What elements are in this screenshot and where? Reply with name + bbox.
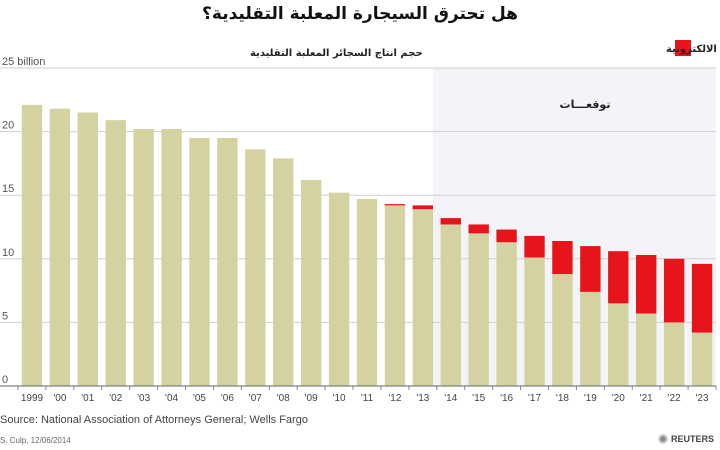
legend-swatch-ecig bbox=[675, 40, 691, 56]
x-tick-label: '19 bbox=[584, 393, 597, 404]
x-tick-label: '01 bbox=[81, 393, 94, 404]
brand-label: REUTERS bbox=[670, 434, 714, 444]
bar-traditional bbox=[245, 149, 266, 386]
bar-traditional bbox=[608, 303, 629, 386]
bar-traditional bbox=[133, 129, 154, 386]
source-note: Source: National Association of Attorney… bbox=[0, 414, 308, 426]
x-tick-label: '17 bbox=[528, 393, 541, 404]
x-tick-label: '09 bbox=[305, 393, 318, 404]
bar-ecig bbox=[468, 224, 489, 234]
x-tick-label: '18 bbox=[556, 393, 569, 404]
bar-traditional bbox=[161, 129, 182, 386]
reuters-dot-icon bbox=[657, 434, 668, 444]
bar-traditional bbox=[580, 291, 601, 386]
bar-traditional bbox=[217, 137, 238, 386]
x-tick-label: '10 bbox=[333, 393, 346, 404]
x-tick-label: '04 bbox=[165, 393, 178, 404]
x-tick-label: '15 bbox=[472, 393, 485, 404]
bar-traditional bbox=[105, 120, 126, 386]
bar-traditional bbox=[273, 158, 294, 386]
bar-ecig bbox=[440, 218, 461, 225]
bar-ecig bbox=[412, 205, 434, 210]
bar-traditional bbox=[77, 112, 98, 387]
bar-ecig bbox=[691, 263, 713, 333]
chart-title: هل تحترق السيجارة المعلبة التقليدية؟ bbox=[202, 4, 518, 24]
bar-traditional bbox=[49, 108, 71, 386]
bar-ecig bbox=[580, 246, 601, 292]
bar-ecig bbox=[636, 254, 657, 314]
bar-traditional bbox=[440, 224, 461, 386]
bar-traditional bbox=[384, 205, 406, 386]
bar-traditional bbox=[412, 209, 434, 386]
y-tick-label: 5 bbox=[2, 310, 8, 322]
x-tick-label: '00 bbox=[53, 393, 66, 404]
credit-note: S. Culp, 12/06/2014 bbox=[0, 436, 71, 445]
y-tick-label: 25 billion bbox=[2, 56, 45, 68]
x-tick-label: '16 bbox=[500, 393, 513, 404]
x-tick-label: '11 bbox=[361, 393, 374, 404]
x-tick-label: '14 bbox=[444, 393, 457, 404]
bar-ecig bbox=[608, 251, 629, 304]
bar-traditional bbox=[189, 137, 210, 386]
bar-traditional bbox=[524, 257, 545, 386]
x-tick-label: '22 bbox=[668, 393, 681, 404]
bar-traditional bbox=[356, 199, 378, 386]
bar-ecig bbox=[524, 235, 545, 258]
x-tick-label: '13 bbox=[416, 393, 429, 404]
x-tick-label: '21 bbox=[640, 393, 653, 404]
bar-ecig bbox=[496, 229, 517, 243]
bar-traditional bbox=[552, 274, 573, 386]
bar-traditional bbox=[691, 332, 713, 386]
bar-traditional bbox=[636, 313, 657, 386]
bar-traditional bbox=[21, 104, 43, 386]
x-tick-label: '06 bbox=[221, 393, 234, 404]
x-tick-label: 1999 bbox=[21, 393, 44, 404]
bar-ecig bbox=[552, 240, 573, 275]
bar-ecig bbox=[663, 258, 685, 323]
legend-label-ecig: حجم انتاج السجائر الالكترونية bbox=[666, 44, 720, 55]
forecast-label: توقعـــات bbox=[560, 98, 611, 111]
y-tick-label: 0 bbox=[2, 374, 8, 386]
bar-ecig bbox=[384, 204, 406, 206]
x-tick-label: '12 bbox=[388, 393, 401, 404]
bar-traditional bbox=[663, 322, 685, 386]
x-tick-label: '23 bbox=[696, 393, 709, 404]
x-tick-label: '02 bbox=[109, 393, 122, 404]
bar-traditional bbox=[496, 242, 517, 386]
bar-traditional bbox=[328, 192, 350, 386]
bar-traditional bbox=[468, 233, 489, 386]
bar-traditional bbox=[300, 179, 322, 386]
x-tick-label: '03 bbox=[137, 393, 150, 404]
y-tick-label: 15 bbox=[2, 183, 14, 195]
y-tick-label: 20 bbox=[2, 120, 14, 132]
x-tick-label: '08 bbox=[277, 393, 290, 404]
x-tick-label: '20 bbox=[612, 393, 625, 404]
series-label-traditional: حجم انتاج السجائر المعلبة التقليدية bbox=[250, 48, 423, 59]
reuters-logo: REUTERS bbox=[657, 434, 714, 444]
y-tick-label: 10 bbox=[2, 247, 14, 259]
x-tick-label: '05 bbox=[193, 393, 206, 404]
x-tick-label: '07 bbox=[249, 393, 262, 404]
